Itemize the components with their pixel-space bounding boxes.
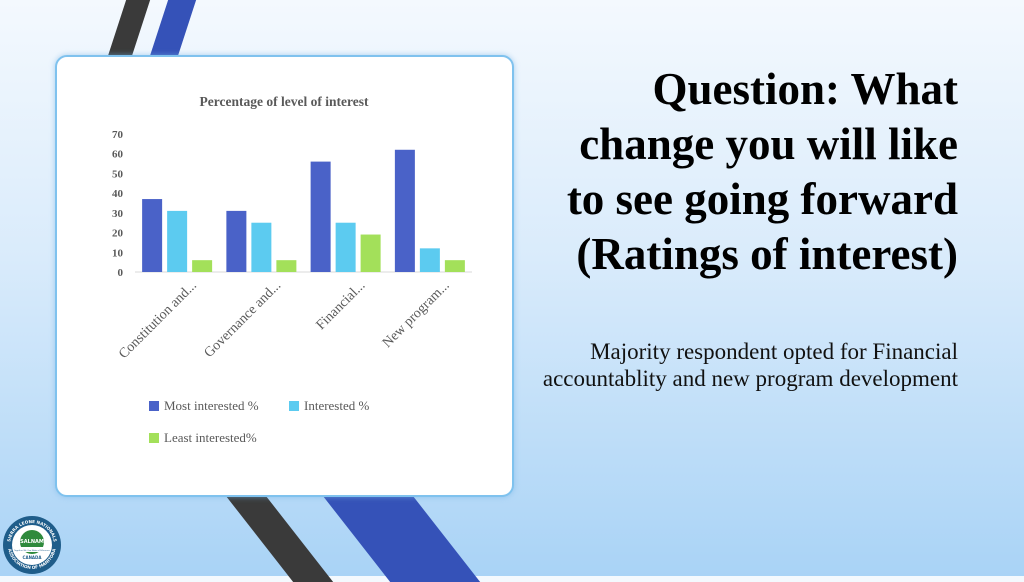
bar-most-interested — [142, 199, 163, 272]
legend-swatch — [149, 433, 159, 443]
top-blue-stripe — [148, 0, 200, 60]
y-tick-label: 60 — [112, 149, 124, 161]
y-tick-label: 70 — [112, 129, 124, 141]
logo-center-text: SALNAM — [20, 539, 44, 545]
bar-interested — [251, 222, 272, 272]
y-tick-label: 30 — [112, 208, 124, 220]
bars — [142, 149, 465, 272]
bottom-dark-stripe — [222, 492, 334, 582]
bar-interested — [167, 210, 188, 272]
chart-card: Percentage of level of interest 0 10 20 30 4… — [55, 55, 514, 497]
legend-label: Interested % — [304, 398, 370, 413]
category-label: New program... — [380, 278, 453, 351]
y-tick-label: 50 — [112, 168, 124, 180]
legend-swatch — [289, 401, 299, 411]
bar-chart: Percentage of level of interest 0 10 20 30 4… — [112, 94, 472, 445]
salnam-logo: SIERRA LEONE NATIONALS ASSOCIATION OF MA… — [3, 516, 61, 574]
bar-interested — [335, 222, 356, 272]
bar-most-interested — [394, 149, 415, 272]
bar-least-interested — [192, 260, 213, 272]
chart-title: Percentage of level of interest — [200, 94, 369, 109]
bar-interested — [419, 248, 440, 272]
y-tick-label: 10 — [112, 247, 124, 259]
category-label: Governance and... — [202, 278, 285, 361]
legend-swatch — [149, 401, 159, 411]
y-tick-label: 0 — [118, 267, 124, 279]
question-heading: Question: What change you will like to s… — [566, 64, 958, 279]
category-labels: Constitution and... Governance and... Fina… — [116, 278, 453, 362]
logo-banner-text: Together We Can Make a Difference — [14, 549, 50, 552]
legend: Most interested % Interested % Least inter… — [149, 398, 370, 445]
summary-text: Majority respondent opted for Financial … — [542, 339, 958, 391]
y-tick-label: 40 — [112, 188, 124, 200]
category-label: Constitution and... — [116, 278, 200, 362]
y-tick-label: 20 — [112, 228, 124, 240]
logo-country-text: CANADA — [23, 555, 43, 560]
legend-label: Most interested % — [164, 398, 259, 413]
legend-label: Least interested% — [164, 430, 257, 445]
y-axis-ticks: 0 10 20 30 40 50 60 70 — [112, 129, 124, 279]
bar-least-interested — [444, 260, 465, 272]
bar-most-interested — [310, 161, 331, 272]
bar-most-interested — [226, 210, 247, 272]
bar-least-interested — [276, 260, 297, 272]
top-dark-stripe — [106, 0, 154, 60]
bottom-blue-stripe — [319, 492, 481, 582]
bar-least-interested — [360, 234, 381, 272]
category-label: Financial... — [314, 278, 369, 333]
